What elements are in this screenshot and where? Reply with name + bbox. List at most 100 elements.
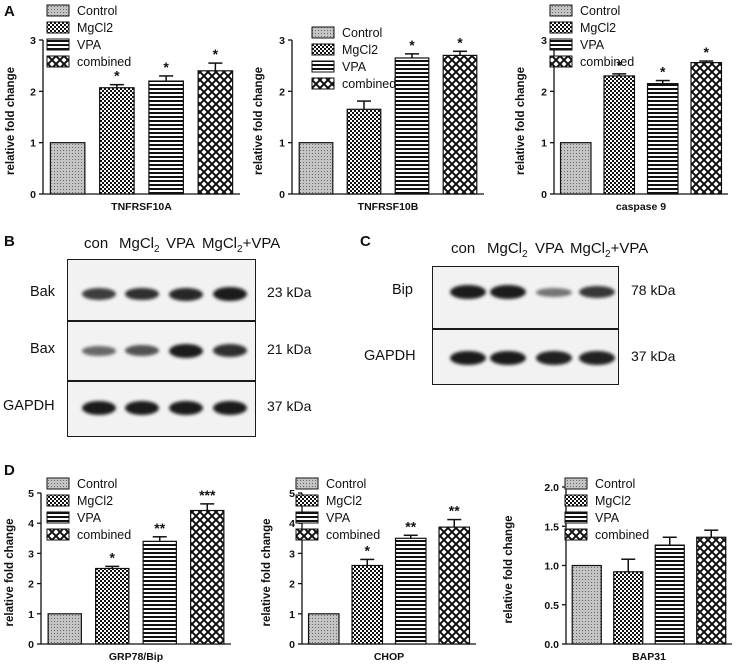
bar-vpa [654, 544, 685, 645]
legend-swatch-combined [46, 528, 70, 541]
y-tick-label: 2 [289, 579, 295, 591]
legend-swatch-vpa [564, 511, 588, 524]
y-tick-label: 1 [279, 138, 285, 150]
legend-label: combined [580, 55, 634, 69]
blot-row-bip [432, 266, 619, 329]
legend-label: MgCl2 [77, 494, 113, 508]
legend-swatch-combined [549, 55, 573, 68]
blot-label-bip: Bip [392, 282, 413, 299]
y-axis-label: relative fold change [515, 67, 527, 175]
band-bak-lane-2 [125, 287, 159, 301]
lane-label-mgcl2: MgCl2 [487, 240, 528, 260]
legend-swatch-mgcl2 [311, 43, 335, 56]
band-bip-lane-3 [536, 287, 572, 297]
significance-marker: * [660, 64, 666, 80]
bar-control [571, 564, 602, 645]
bar-control [559, 142, 592, 195]
blot-row-gapdh [67, 381, 256, 437]
blot-label-gapdh: GAPDH [3, 398, 55, 415]
chart-tnfrsf10b: 0 1 2 3 relative fold change TNFRSF10B * * Contr… [253, 26, 484, 213]
band-gapdh-lane-1 [450, 351, 486, 365]
blot-kda-gapdh: 37 kDa [631, 348, 676, 364]
lane-label-mgcl2: MgCl2 [119, 235, 160, 255]
legend-label: VPA [580, 38, 605, 52]
chart-tnfrsf10a: 0 1 2 3 relative fold change TNFRSF10A * * * Cont… [5, 4, 240, 213]
y-tick-label: 0 [289, 639, 295, 651]
lane-label-mgcl2-vpa: MgCl2+VPA [202, 235, 281, 255]
bar-vpa [394, 57, 430, 195]
panel-label-b: B [4, 233, 15, 250]
y-tick-label: 1.0 [544, 561, 559, 573]
legend-swatch-mgcl2 [564, 494, 588, 507]
bar-control [49, 142, 86, 195]
x-axis-label: GRP78/Bip [109, 651, 163, 663]
blot-kda-bip: 78 kDa [631, 282, 676, 299]
y-tick-label: 1 [28, 609, 34, 621]
band-bax-lane-2 [125, 345, 159, 357]
panel-label-a: A [4, 3, 15, 20]
y-tick-label: 0.0 [544, 639, 559, 651]
bar-combined [696, 536, 727, 645]
band-bax-lane-1 [82, 346, 116, 356]
significance-marker: * [213, 46, 219, 62]
bar-control [307, 613, 340, 645]
legend-label: Control [77, 477, 117, 491]
y-tick-label: 5 [28, 488, 34, 500]
legend-swatch-combined [46, 55, 70, 68]
blot-label-bak: Bak [30, 284, 55, 301]
y-tick-label: 3 [28, 548, 34, 560]
legend-label: VPA [77, 511, 102, 525]
legend-swatch-control [295, 477, 319, 490]
band-gapdh-lane-2 [125, 401, 159, 416]
significance-marker: * [365, 542, 371, 558]
legend-label: combined [77, 528, 131, 542]
y-axis-label: relative fold change [261, 518, 273, 626]
bar-control [298, 142, 334, 195]
lane-label-vpa: VPA [535, 240, 564, 257]
band-gapdh-lane-4 [579, 351, 615, 365]
bar-mgcl2 [95, 567, 130, 645]
x-axis-label: CHOP [374, 651, 404, 663]
lane-label-con: con [451, 240, 476, 257]
x-axis-label: TNFRSF10B [358, 201, 419, 213]
legend-swatch-control [564, 477, 588, 490]
significance-marker: ** [154, 520, 165, 536]
legend-label: Control [595, 477, 635, 491]
y-tick-label: 2 [30, 86, 36, 98]
blot-row-gapdh [432, 329, 619, 385]
significance-marker: * [617, 57, 623, 73]
lane-label-vpa: VPA [166, 235, 195, 252]
lane-label-mgcl2-vpa: MgCl2+VPA [570, 240, 649, 260]
legend-label: Control [580, 4, 620, 18]
legend-label: Control [77, 4, 117, 18]
bar-combined [190, 509, 225, 645]
legend-swatch-mgcl2 [295, 494, 319, 507]
legend-label: MgCl2 [77, 21, 113, 35]
band-bak-lane-3 [169, 287, 203, 301]
legend-swatch-vpa [549, 38, 573, 51]
blot-row-bax [67, 321, 256, 381]
legend-swatch-mgcl2 [549, 21, 573, 34]
bar-combined [197, 70, 234, 195]
legend-label: MgCl2 [595, 494, 631, 508]
band-gapdh-lane-3 [536, 351, 572, 365]
y-tick-label: 3 [279, 35, 285, 47]
band-gapdh-lane-4 [213, 401, 247, 416]
y-axis-label: relative fold change [503, 515, 515, 623]
band-gapdh-lane-3 [169, 401, 203, 416]
y-tick-label: 5 [289, 488, 295, 500]
chart-bap31: 0.0 0.5 1.0 1.5 2.0 relative fold change BAP31… [503, 477, 732, 663]
y-tick-label: 2.0 [544, 482, 559, 494]
legend-label: MgCl2 [326, 494, 362, 508]
legend-label: combined [342, 77, 396, 91]
y-tick-label: 0 [30, 189, 36, 201]
y-tick-label: 2 [279, 86, 285, 98]
significance-marker: * [704, 44, 710, 60]
legend-swatch-control [46, 477, 70, 490]
bar-mgcl2 [99, 87, 135, 195]
significance-marker: * [457, 34, 463, 50]
band-bip-lane-4 [579, 286, 615, 299]
bar-combined [442, 54, 478, 195]
